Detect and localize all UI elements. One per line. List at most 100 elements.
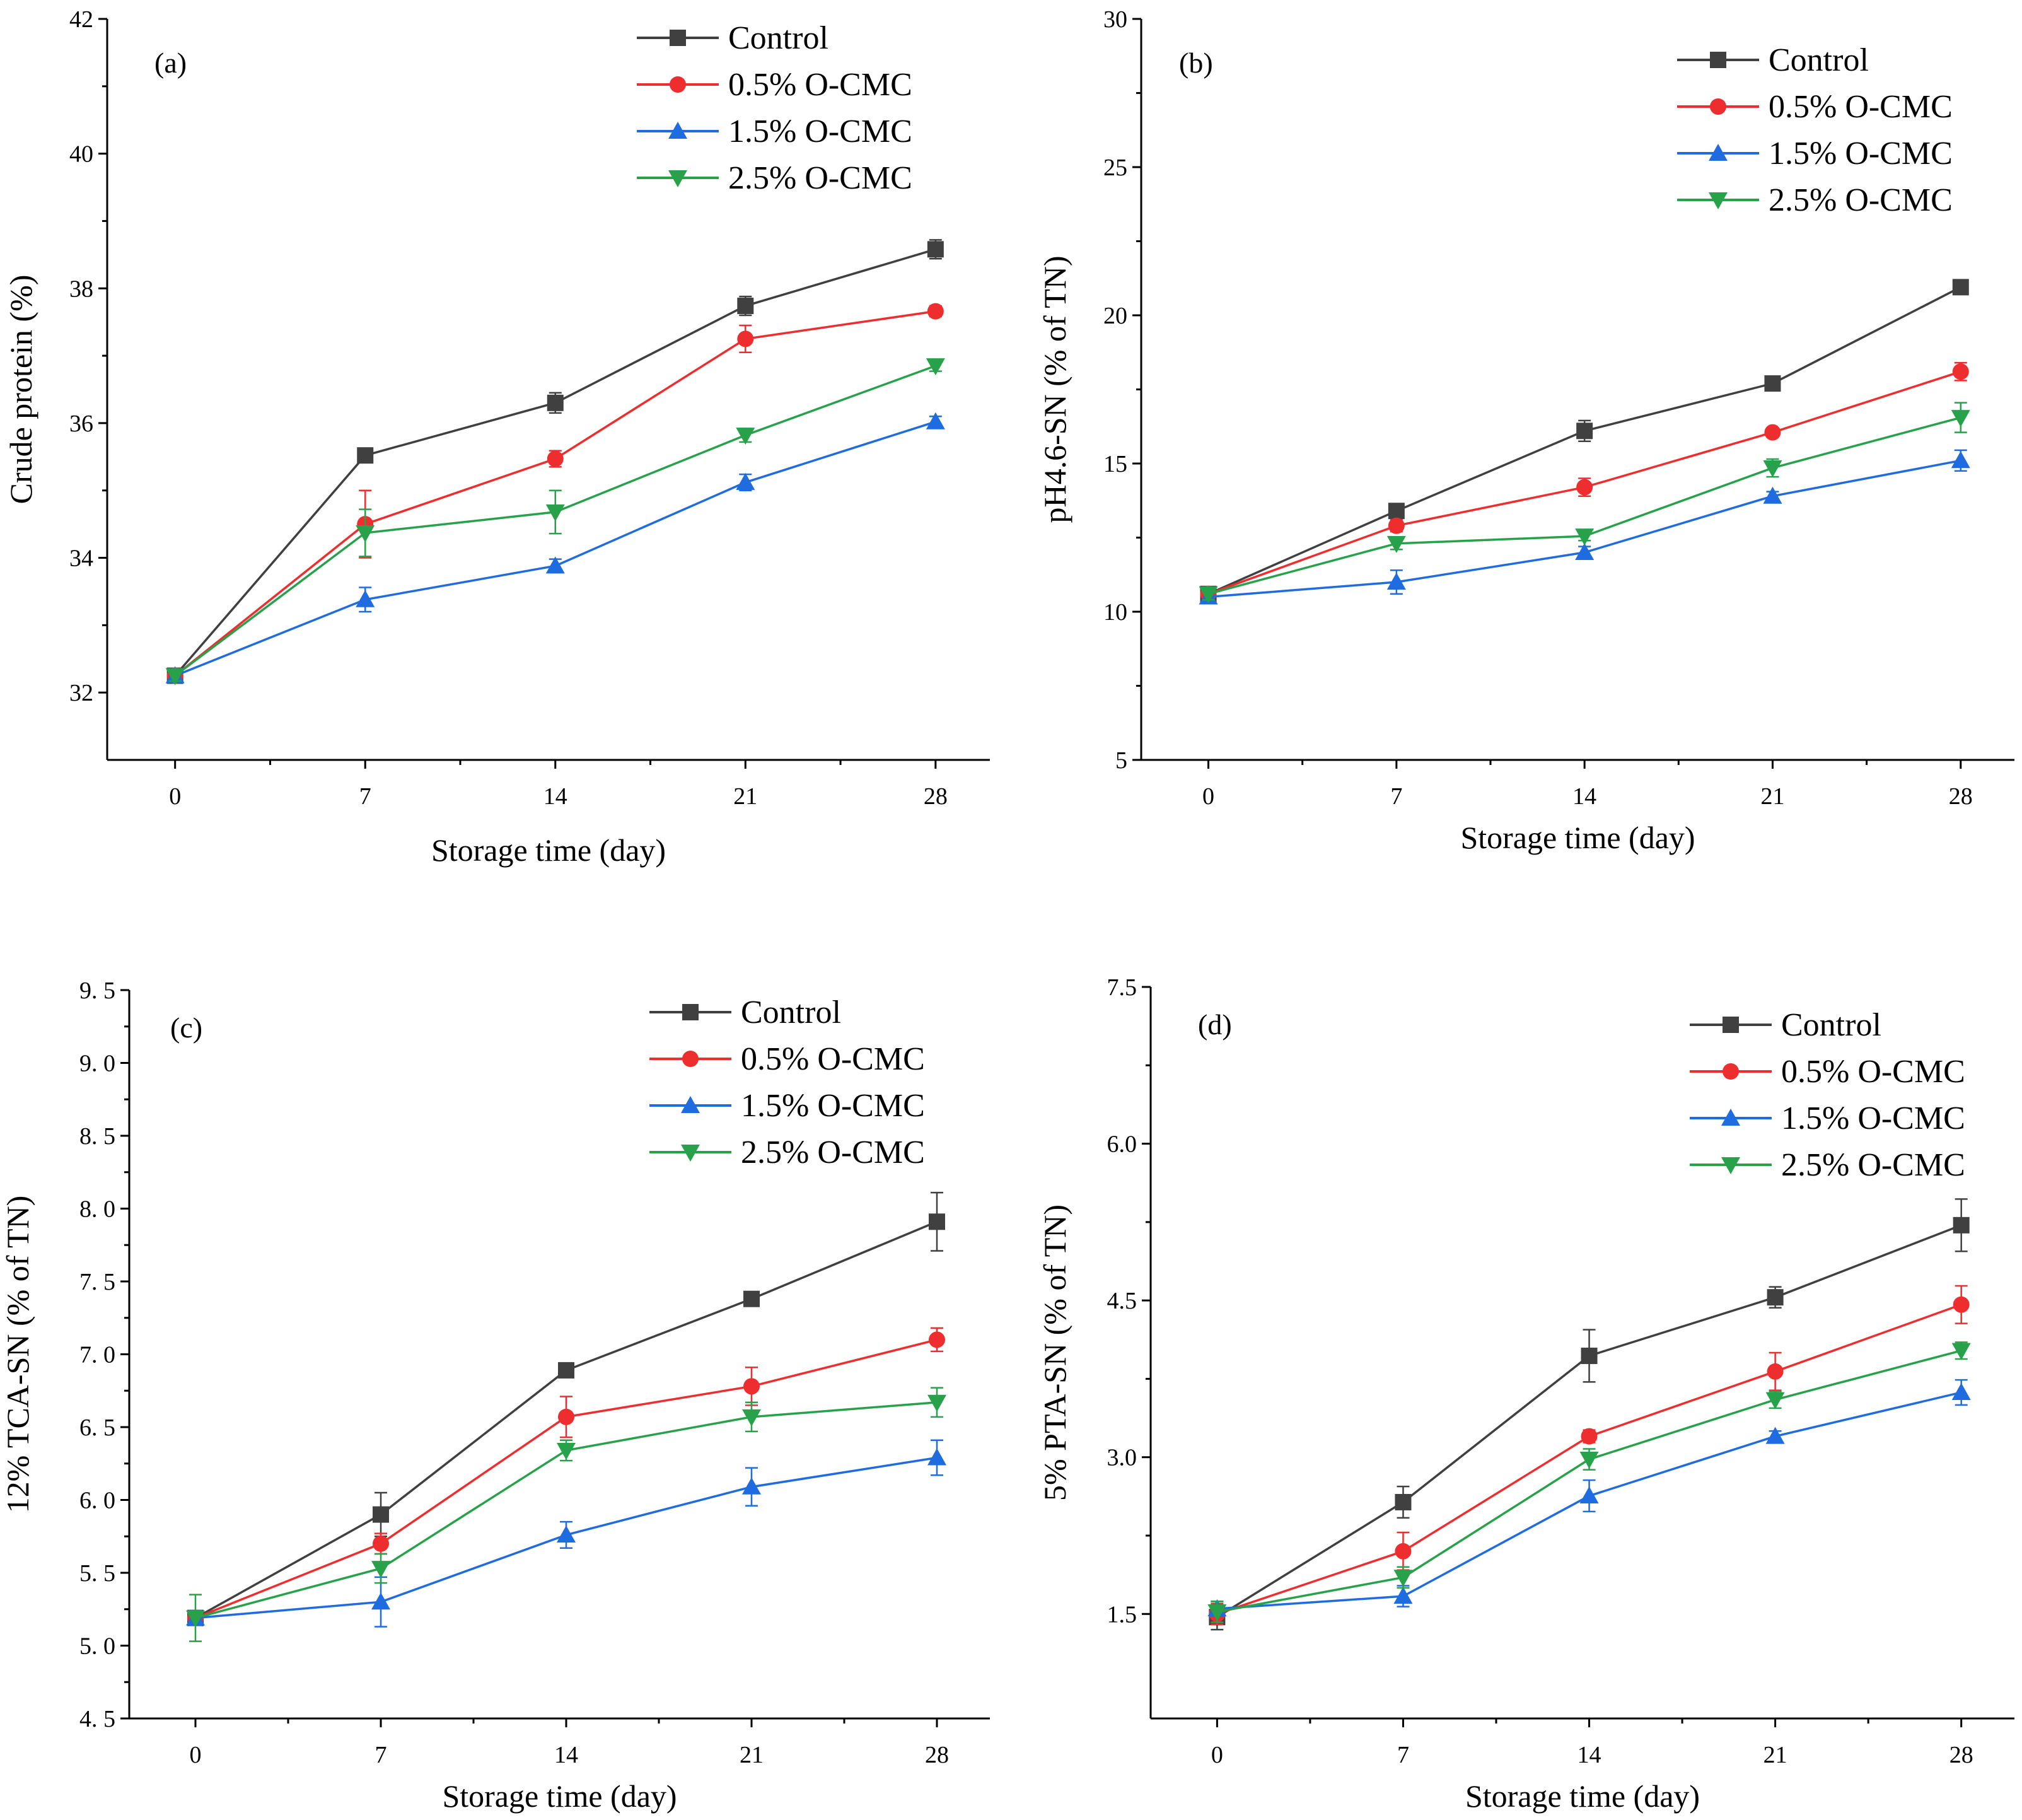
panel-label: (b) <box>1179 47 1213 79</box>
legend-marker <box>682 1004 699 1020</box>
series-1-5-o-cmc <box>1199 449 1970 605</box>
data-point <box>1951 1343 1971 1360</box>
legend-label: 2.5% O-CMC <box>1781 1147 1965 1183</box>
data-point <box>929 1213 945 1230</box>
y-tick-label: 10 <box>1103 599 1127 626</box>
legend-label: 0.5% O-CMC <box>741 1041 925 1077</box>
x-tick-label: 0 <box>1202 783 1214 810</box>
data-point <box>1763 486 1782 504</box>
x-tick-label: 28 <box>1949 1742 1973 1768</box>
legend-label: 1.5% O-CMC <box>741 1088 925 1124</box>
y-tick-label: 5. 5 <box>79 1560 115 1587</box>
data-point <box>927 303 944 320</box>
series-2-5-o-cmc <box>1207 1341 1971 1623</box>
legend-label: 1.5% O-CMC <box>1781 1100 1965 1136</box>
y-tick-label: 8. 5 <box>79 1123 115 1150</box>
x-tick-label: 7 <box>1397 1742 1409 1768</box>
y-tick-label: 9. 5 <box>79 977 115 1004</box>
data-point <box>373 1506 389 1523</box>
panel-b: 5 10 15 20 25 30 0 7 14 21 28 Storage time (day) pH4… <box>1037 6 2014 855</box>
legend-label: 2.5% O-CMC <box>728 160 912 196</box>
x-tick-label: 14 <box>554 1742 578 1768</box>
data-point <box>558 1408 574 1425</box>
legend-marker <box>1709 192 1728 209</box>
legend-label: 2.5% O-CMC <box>1769 182 1953 218</box>
data-point <box>927 1394 946 1412</box>
series-2-5-o-cmc <box>1199 402 1970 604</box>
x-tick-label: 21 <box>1763 1742 1787 1768</box>
y-tick-label: 7. 0 <box>79 1342 115 1368</box>
x-tick-label: 28 <box>924 783 948 810</box>
data-point <box>1386 535 1406 553</box>
y-tick-label: 25 <box>1103 155 1127 181</box>
x-tick-label: 28 <box>1949 783 1973 810</box>
data-point <box>1395 1543 1412 1560</box>
x-tick-label: 0 <box>169 783 181 810</box>
data-point <box>1952 279 1969 296</box>
data-point <box>371 1561 390 1578</box>
data-point <box>558 1362 574 1379</box>
legend-marker <box>1709 144 1728 161</box>
x-tick-label: 28 <box>925 1742 949 1768</box>
x-tick-label: 14 <box>1572 783 1596 810</box>
y-axis-title: 12% TCA-SN (% of TN) <box>0 1196 35 1514</box>
x-tick-label: 21 <box>740 1742 764 1768</box>
data-point <box>926 358 945 376</box>
data-point <box>557 1525 576 1543</box>
y-axis-title: 5% PTA-SN (% of TN) <box>1037 1205 1072 1501</box>
y-tick-label: 6. 5 <box>79 1415 115 1441</box>
data-point <box>1207 1604 1227 1621</box>
x-tick-label: 7 <box>375 1742 387 1768</box>
data-point <box>547 450 564 467</box>
data-point <box>186 1610 205 1628</box>
x-axis-title: Storage time (day) <box>1460 820 1695 855</box>
x-tick-label: 7 <box>359 783 371 810</box>
y-tick-label: 20 <box>1103 303 1127 329</box>
x-tick-label: 21 <box>733 783 757 810</box>
x-tick-label: 21 <box>1760 783 1784 810</box>
data-point <box>357 447 374 464</box>
legend: Control 0.5% O-CMC 1.5% O-CMC 2.5% O-CMC <box>1690 1007 1965 1183</box>
panel-d: 1.5 3.0 4.5 6.0 7.5 0 7 14 21 28 Storage time (day… <box>1037 974 2014 1814</box>
data-point <box>1393 1570 1413 1587</box>
y-axis-title: Crude protein (%) <box>3 275 38 505</box>
panel-c: 4. 5 5. 0 5. 5 6. 0 6. 5 7. 0 7. 5 8. 0 8. 5 9. 0… <box>0 977 990 1814</box>
data-point <box>737 298 754 315</box>
y-axis-title: pH4.6-SN (% of TN) <box>1037 255 1072 523</box>
data-point <box>737 330 754 347</box>
y-tick-label: 9. 0 <box>79 1051 115 1077</box>
panel-label: (a) <box>154 47 187 79</box>
series-1-5-o-cmc <box>165 412 945 684</box>
x-tick-label: 7 <box>1390 783 1402 810</box>
data-point <box>1576 479 1593 496</box>
data-point <box>165 668 185 685</box>
data-point <box>736 472 755 490</box>
legend-marker <box>1721 1109 1740 1126</box>
y-tick-label: 6. 0 <box>79 1488 115 1514</box>
data-point <box>1952 363 1969 380</box>
legend-label: 0.5% O-CMC <box>1769 89 1953 125</box>
y-tick-label: 6.0 <box>1107 1131 1137 1158</box>
data-point <box>927 1448 946 1466</box>
series-line <box>1216 1224 1962 1618</box>
data-point <box>1764 424 1781 441</box>
x-tick-label: 0 <box>1211 1742 1223 1768</box>
series-1-5-o-cmc <box>186 1439 946 1628</box>
data-point <box>1951 451 1970 469</box>
legend-label: 1.5% O-CMC <box>1769 136 1953 172</box>
data-point <box>1953 1296 1970 1313</box>
panel-label: (c) <box>170 1012 202 1044</box>
x-axis-title: Storage time (day) <box>431 832 666 868</box>
legend-label: Control <box>741 995 841 1030</box>
data-point <box>545 556 565 574</box>
data-point <box>1765 1426 1785 1444</box>
legend-marker <box>681 1096 700 1113</box>
data-point <box>1576 423 1593 440</box>
series-control <box>1209 1198 1970 1631</box>
data-point <box>545 504 565 522</box>
legend-label: 2.5% O-CMC <box>741 1135 925 1170</box>
data-point <box>743 1378 760 1395</box>
panel-a: 32 34 36 38 40 42 0 7 14 21 28 Storage time (day) Cr… <box>3 6 990 868</box>
data-point <box>1393 1587 1413 1604</box>
x-axis-title: Storage time (day) <box>1465 1778 1700 1814</box>
